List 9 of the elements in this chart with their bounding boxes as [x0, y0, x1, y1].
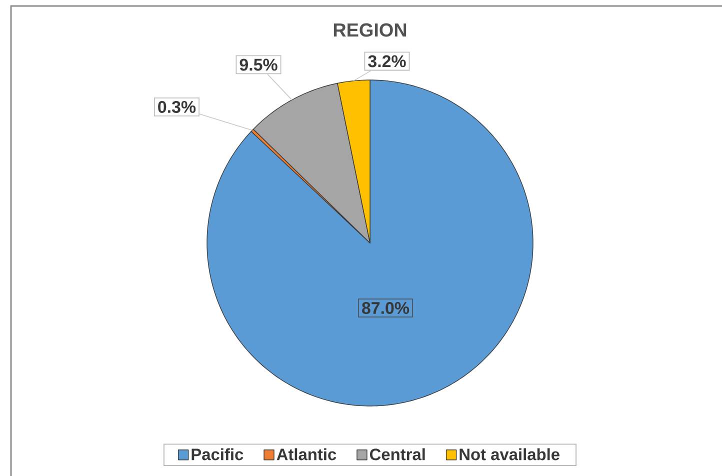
data-label: 0.3%: [158, 100, 196, 113]
legend-label: Pacific: [192, 448, 244, 460]
data-label: 87.0%: [362, 302, 410, 314]
chart-title: REGION: [334, 23, 406, 37]
legend-label: Central: [370, 448, 425, 460]
legend-label: Not available: [460, 448, 560, 460]
legend-label: Atlantic: [276, 448, 336, 460]
data-label: 9.5%: [240, 58, 278, 71]
data-label: 3.2%: [368, 55, 406, 68]
